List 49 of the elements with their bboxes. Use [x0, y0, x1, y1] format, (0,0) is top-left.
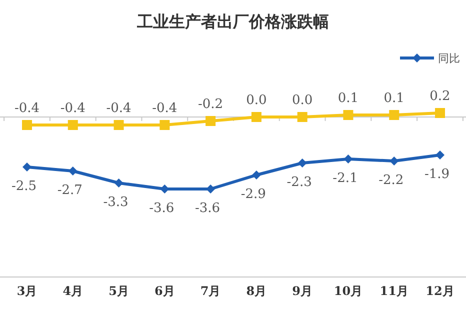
point — [298, 158, 307, 168]
chart-title: 工业生产者出厂价格涨跌幅 — [136, 13, 329, 31]
point — [252, 170, 261, 180]
point — [297, 112, 308, 122]
point — [344, 154, 353, 164]
data-label: -1.9 — [424, 167, 450, 182]
x-tick-label: 5月 — [108, 284, 129, 298]
data-label: -3.6 — [195, 201, 220, 216]
x-tick-label: 4月 — [62, 284, 84, 298]
x-tick-label: 11月 — [380, 284, 408, 298]
point — [436, 150, 444, 160]
data-label: -0.4 — [152, 101, 178, 116]
data-label: -2.3 — [286, 175, 312, 190]
data-label: 0.2 — [430, 89, 450, 104]
data-label: -2.5 — [11, 179, 37, 194]
data-label: -0.4 — [14, 101, 40, 116]
data-label: 0.1 — [338, 91, 359, 106]
point — [389, 110, 400, 120]
point — [114, 120, 124, 130]
point — [22, 162, 32, 172]
point — [390, 156, 399, 166]
point — [114, 178, 124, 188]
point — [435, 108, 445, 118]
x-tick-label: 8月 — [246, 284, 267, 298]
point — [160, 120, 170, 130]
data-label: -2.7 — [57, 183, 82, 198]
data-label: 0.0 — [292, 93, 313, 108]
point — [251, 112, 262, 122]
data-label: -2.9 — [240, 187, 266, 202]
point — [22, 120, 32, 130]
data-label: -0.4 — [106, 101, 132, 116]
point — [343, 110, 354, 120]
x-tick-label: 12月 — [426, 284, 454, 298]
data-label: -3.6 — [149, 201, 174, 216]
x-tick-label: 10月 — [334, 284, 363, 298]
point — [68, 120, 78, 130]
data-label: -2.1 — [332, 171, 358, 186]
legend-label: 同比 — [438, 52, 460, 65]
x-tick-label: 3月 — [16, 284, 38, 298]
data-label: -0.2 — [198, 97, 224, 112]
data-label: 0.1 — [384, 91, 404, 106]
data-label: -3.3 — [103, 195, 128, 210]
data-label: -2.2 — [378, 173, 404, 188]
x-tick-label: 6月 — [154, 284, 175, 298]
data-label: 0.0 — [246, 93, 267, 108]
data-label: -0.4 — [60, 101, 86, 116]
x-tick-label: 9月 — [292, 284, 313, 298]
x-tick-label: 7月 — [200, 284, 221, 298]
point — [206, 116, 216, 126]
